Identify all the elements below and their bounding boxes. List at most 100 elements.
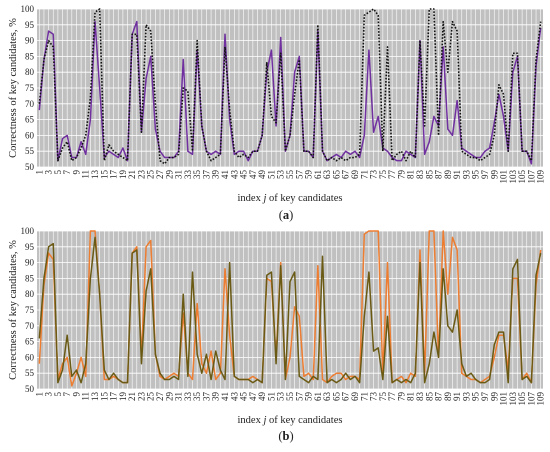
x-tick-label: 65: [331, 392, 341, 402]
x-tick-label: 49: [257, 170, 267, 180]
x-tick-label: 81: [406, 170, 416, 179]
x-tick-label: 33: [183, 392, 193, 402]
x-tick-label: 27: [155, 170, 165, 180]
x-tick-label: 59: [304, 392, 314, 402]
x-tick-label: 93: [461, 170, 471, 180]
panel-label-close: ): [289, 208, 293, 222]
x-tick-label: 21: [127, 392, 137, 401]
x-tick-label: 19: [118, 170, 128, 180]
x-tick-label: 51: [266, 170, 276, 179]
x-tick-label: 73: [369, 392, 379, 402]
x-tick-label: 55: [285, 392, 295, 402]
x-axis-label-part: index: [238, 193, 264, 204]
y-tick-label: 75: [25, 305, 35, 315]
x-tick-label: 71: [359, 392, 369, 401]
x-tick-label: 47: [248, 392, 258, 402]
x-tick-label: 85: [424, 170, 434, 180]
x-tick-label: 75: [378, 392, 388, 402]
x-tick-label: 27: [155, 392, 165, 402]
x-tick-label: 99: [489, 170, 499, 180]
x-axis-label-part: of key candidates: [266, 193, 342, 204]
x-tick-label: 9: [71, 392, 81, 397]
x-axis-label-part: index: [238, 415, 264, 426]
x-tick-label: 1: [34, 392, 44, 397]
x-tick-label: 19: [118, 392, 128, 402]
x-tick-label: 79: [396, 392, 406, 402]
x-axis-label-part: of key candidates: [266, 415, 342, 426]
x-tick-label: 39: [211, 392, 221, 402]
y-tick-label: 55: [25, 368, 35, 378]
x-tick-label: 17: [109, 170, 119, 180]
x-tick-label: 39: [211, 170, 221, 180]
x-tick-label: 67: [341, 170, 351, 180]
y-tick-label: 70: [25, 321, 35, 331]
x-tick-label: 89: [443, 392, 453, 402]
x-axis-label: index j of key candidates: [238, 415, 343, 426]
x-tick-label: 23: [136, 392, 146, 402]
x-tick-label: 93: [461, 392, 471, 402]
x-tick-label: 1: [34, 170, 44, 175]
y-tick-label: 60: [25, 130, 35, 140]
x-tick-label: 63: [322, 392, 332, 402]
x-axis-label-part: j: [261, 415, 266, 426]
x-tick-label: 81: [406, 392, 416, 401]
x-tick-label: 15: [99, 170, 109, 180]
x-tick-label: 61: [313, 170, 323, 179]
y-tick-label: 75: [25, 83, 35, 93]
x-tick-label: 77: [387, 392, 397, 402]
panel-label-open: (: [278, 429, 282, 443]
x-tick-label: 73: [369, 170, 379, 180]
x-tick-label: 87: [434, 392, 444, 402]
x-tick-label: 29: [164, 170, 174, 180]
x-tick-label: 69: [350, 170, 360, 180]
y-tick-label: 55: [25, 146, 35, 156]
panel-label-letter: b: [283, 429, 290, 443]
y-tick-label: 60: [25, 352, 35, 362]
x-tick-label: 11: [81, 392, 91, 401]
x-tick-label: 37: [201, 170, 211, 180]
x-tick-label: 43: [229, 170, 239, 180]
x-tick-label: 31: [174, 170, 184, 179]
x-tick-label: 103: [508, 170, 518, 184]
x-tick-label: 95: [471, 170, 481, 180]
x-tick-label: 101: [499, 170, 509, 184]
x-tick-label: 13: [90, 392, 100, 402]
x-tick-label: 25: [146, 392, 156, 402]
x-tick-label: 91: [452, 170, 462, 179]
y-tick-label: 65: [25, 115, 35, 125]
x-tick-label: 109: [536, 170, 546, 184]
x-tick-label: 45: [239, 392, 249, 402]
x-tick-label: 79: [396, 170, 406, 180]
y-tick-label: 85: [25, 273, 35, 283]
x-tick-label: 3: [44, 392, 54, 397]
x-tick-label: 41: [220, 170, 230, 179]
x-tick-label: 63: [322, 170, 332, 180]
x-tick-label: 47: [248, 169, 258, 179]
x-tick-label: 29: [164, 392, 174, 402]
y-tick-label: 80: [25, 67, 35, 77]
series-line-2: [38, 236, 542, 384]
x-tick-label: 33: [183, 170, 193, 180]
x-tick-label: 61: [313, 392, 323, 401]
x-tick-label: 89: [443, 170, 453, 180]
x-tick-label: 49: [257, 392, 267, 402]
x-tick-label: 57: [294, 170, 304, 180]
series-line-2: [38, 8, 542, 165]
x-tick-label: 91: [452, 392, 462, 401]
x-axis-label: index j of key candidates: [238, 193, 343, 204]
panel-label-close: ): [289, 429, 293, 443]
x-tick-label: 103: [508, 392, 518, 406]
y-tick-label: 95: [25, 242, 35, 252]
x-tick-label: 17: [109, 392, 119, 402]
x-tick-label: 7: [62, 392, 72, 397]
x-tick-label: 35: [192, 392, 202, 402]
x-tick-label: 35: [192, 170, 202, 180]
y-tick-label: 100: [21, 226, 35, 236]
x-tick-label: 83: [415, 170, 425, 180]
x-tick-label: 3: [44, 170, 54, 175]
x-axis-label-part: j: [261, 193, 266, 204]
x-tick-label: 69: [350, 392, 360, 402]
